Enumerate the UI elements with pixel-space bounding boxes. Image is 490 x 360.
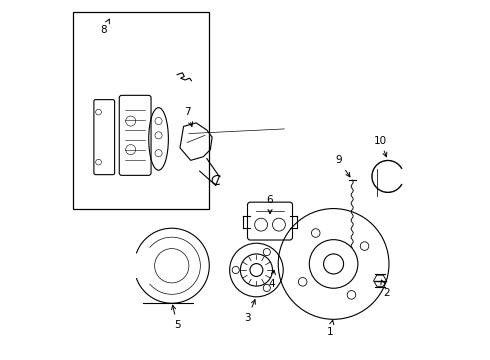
Text: 2: 2 bbox=[381, 280, 390, 297]
Text: 1: 1 bbox=[327, 320, 334, 337]
Text: 5: 5 bbox=[172, 305, 180, 330]
Text: 9: 9 bbox=[335, 156, 350, 177]
Text: 8: 8 bbox=[100, 19, 109, 35]
Bar bbox=[73, 12, 209, 208]
Text: 4: 4 bbox=[269, 270, 275, 289]
Text: 10: 10 bbox=[373, 136, 387, 157]
Text: 3: 3 bbox=[245, 300, 255, 323]
Text: 6: 6 bbox=[267, 195, 273, 213]
Text: 7: 7 bbox=[184, 107, 193, 126]
